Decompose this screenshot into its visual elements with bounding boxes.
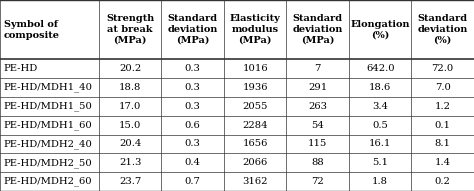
Text: 20.2: 20.2: [119, 64, 141, 73]
Text: 0.6: 0.6: [185, 121, 201, 130]
Text: Elongation
(%): Elongation (%): [350, 20, 410, 40]
Text: Elasticity
modulus
(MPa): Elasticity modulus (MPa): [230, 15, 281, 45]
Text: 0.3: 0.3: [185, 102, 201, 111]
Text: 8.1: 8.1: [435, 139, 451, 148]
Text: 72.0: 72.0: [432, 64, 454, 73]
Text: Standard
deviation
(MPa): Standard deviation (MPa): [167, 15, 218, 45]
Text: 263: 263: [308, 102, 327, 111]
Text: Standard
deviation
(%): Standard deviation (%): [418, 15, 468, 45]
Text: 2284: 2284: [242, 121, 268, 130]
Text: 18.6: 18.6: [369, 83, 392, 92]
Text: 23.7: 23.7: [119, 177, 141, 186]
Text: 0.3: 0.3: [185, 139, 201, 148]
Text: 2055: 2055: [242, 102, 268, 111]
Text: 1.2: 1.2: [435, 102, 451, 111]
Text: 0.3: 0.3: [185, 83, 201, 92]
Text: Strength
at break
(MPa): Strength at break (MPa): [106, 15, 154, 45]
Text: Standard
deviation
(MPa): Standard deviation (MPa): [292, 15, 343, 45]
Text: 1936: 1936: [242, 83, 268, 92]
Text: 1.4: 1.4: [435, 158, 451, 167]
Text: 21.3: 21.3: [119, 158, 141, 167]
Text: 1656: 1656: [243, 139, 268, 148]
Text: 1.8: 1.8: [372, 177, 388, 186]
Text: 72: 72: [311, 177, 324, 186]
Text: 642.0: 642.0: [366, 64, 394, 73]
Text: PE-HD/MDH1_50: PE-HD/MDH1_50: [4, 102, 92, 111]
Text: 7: 7: [315, 64, 321, 73]
Text: 115: 115: [308, 139, 328, 148]
Text: 3.4: 3.4: [372, 102, 388, 111]
Text: 2066: 2066: [243, 158, 268, 167]
Text: 0.4: 0.4: [185, 158, 201, 167]
Text: 16.1: 16.1: [369, 139, 392, 148]
Text: Symbol of
composite: Symbol of composite: [4, 20, 60, 40]
Text: PE-HD: PE-HD: [4, 64, 38, 73]
Text: PE-HD/MDH2_60: PE-HD/MDH2_60: [4, 177, 92, 186]
Text: 18.8: 18.8: [119, 83, 141, 92]
Text: PE-HD/MDH1_40: PE-HD/MDH1_40: [4, 83, 93, 92]
Text: PE-HD/MDH1_60: PE-HD/MDH1_60: [4, 120, 92, 130]
Text: 0.7: 0.7: [185, 177, 201, 186]
Text: 0.3: 0.3: [185, 64, 201, 73]
Text: 7.0: 7.0: [435, 83, 451, 92]
Text: 15.0: 15.0: [119, 121, 141, 130]
Text: 5.1: 5.1: [372, 158, 388, 167]
Text: 291: 291: [308, 83, 328, 92]
Text: 1016: 1016: [242, 64, 268, 73]
Text: PE-HD/MDH2_40: PE-HD/MDH2_40: [4, 139, 92, 149]
Text: 0.1: 0.1: [435, 121, 451, 130]
Text: 0.5: 0.5: [372, 121, 388, 130]
Text: 0.2: 0.2: [435, 177, 451, 186]
Text: 17.0: 17.0: [119, 102, 141, 111]
Text: 3162: 3162: [242, 177, 268, 186]
Text: 20.4: 20.4: [119, 139, 141, 148]
Text: PE-HD/MDH2_50: PE-HD/MDH2_50: [4, 158, 92, 168]
Text: 54: 54: [311, 121, 324, 130]
Text: 88: 88: [311, 158, 324, 167]
